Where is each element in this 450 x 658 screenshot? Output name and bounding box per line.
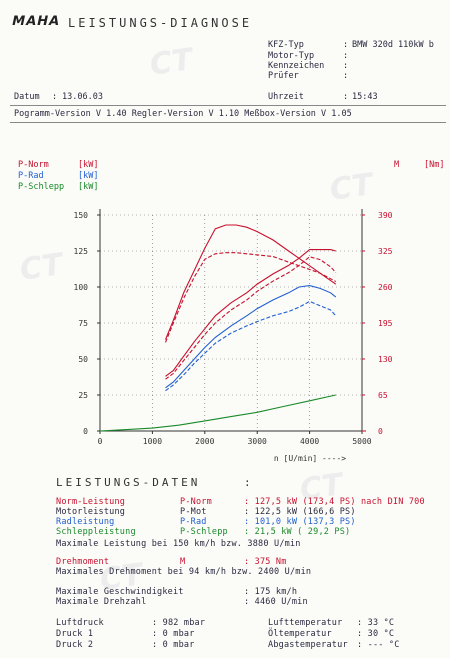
series-line-m-wiederholung [164,252,337,343]
legend-p-schlepp-unit: [kW] [78,182,99,192]
x-tick-label: 4000 [300,437,319,446]
version-line: Pogramm-Version V 1.40 Regler-Version V … [14,109,352,119]
data-row-key: P-Schlepp [180,527,228,537]
max-torque-line: Maximales Drehmoment bei 94 km/h bzw. 24… [56,567,312,577]
data-row-key: P-Norm [180,497,212,507]
y-left-tick-label: 50 [78,355,88,364]
druck2-value: : 0 mbar [152,640,195,650]
druck1-label: Druck 1 [56,629,94,639]
data-row-label: Radleistung [56,517,115,527]
torque-key: M [180,557,186,567]
kfz-typ-label: KFZ-Typ [268,40,304,50]
max-power-line: Maximale Leistung bei 150 km/h bzw. 3880… [56,539,301,549]
luftdruck-label: Luftdruck [56,618,104,628]
watermark-logo: CT [147,42,195,83]
y-right-tick-label: 390 [378,211,393,220]
torque-label: Drehmoment [56,557,110,567]
power-torque-chart: 0 1000 2000 3000 4000 5000 0 25 50 75 100 125 150 0 65… [74,209,393,463]
legend-p-rad: P-Rad [18,171,44,181]
abgastemp-label: Abgastemperatur [268,640,348,650]
data-row-label: Norm-Leistung [56,497,126,507]
legend-p-norm-unit: [kW] [78,160,99,170]
kennzeichen-label: Kennzeichen [268,61,325,71]
y-left-tick-label: 150 [74,211,89,220]
datum-label: Datum [14,92,40,102]
data-row-value: : 21,5 kW ( 29,2 PS) [244,527,351,537]
brand-logo: MAHA [10,14,62,29]
y-right-tick-label: 195 [378,319,393,328]
x-axis-label: n [U/min] ----> [274,454,346,463]
y-left-tick-label: 100 [74,283,89,292]
series-line-p-rad [165,285,337,389]
oeltemp-value: : 30 °C [357,629,395,639]
kfz-typ-colon: : [343,40,349,50]
x-tick-label: 5000 [352,437,371,446]
section-title-colon: : [244,476,254,489]
lufttemp-value: : 33 °C [357,618,395,628]
divider [10,122,446,123]
series-line-p-rad-wiederholung [165,300,337,392]
uhrzeit-colon: : [343,92,349,102]
y-right-tick-label: 260 [378,283,393,292]
series-line-p-norm [165,249,336,377]
data-row-value: : 101,0 kW (137,3 PS) [244,517,356,527]
series-line-m [164,224,337,340]
y-left-tick-label: 75 [78,319,88,328]
max-rpm-value: : 4460 U/min [244,597,308,607]
max-speed-label: Maximale Geschwindigkeit [56,587,184,597]
legend-p-rad-unit: [kW] [78,171,99,181]
x-tick-label: 2000 [195,437,214,446]
y-left-tick-label: 0 [83,427,88,436]
data-row-key: P-Mot [180,507,207,517]
abgastemp-value: : --- °C [357,640,400,650]
uhrzeit-value: 15:43 [352,92,378,102]
druck1-value: : 0 mbar [152,629,195,639]
kfz-typ-value: BMW 320d 110kW b [352,40,434,50]
luftdruck-value: : 982 mbar [152,618,206,628]
series-line-p-schlepp [99,394,336,432]
series-line-p-mot [165,256,337,380]
y-right-tick-label: 325 [378,247,393,256]
legend-torque: M [394,160,400,170]
datum-colon: : [52,92,58,102]
max-speed-value: : 175 km/h [244,587,298,597]
lufttemp-label: Lufttemperatur [268,618,343,628]
data-row-value: : 127,5 kW (173,4 PS) nach DIN 700 [244,497,425,507]
y-left-tick-label: 125 [74,247,89,256]
pruefer-colon: : [343,71,349,81]
motor-typ-colon: : [343,51,349,61]
y-right-tick-label: 0 [378,427,383,436]
page-title: LEISTUNGS-DIAGNOSE [68,16,253,30]
druck2-label: Druck 2 [56,640,94,650]
data-row-key: P-Rad [180,517,207,527]
kennzeichen-colon: : [343,61,349,71]
motor-typ-label: Motor-Typ [268,51,315,61]
y-right-tick-label: 65 [378,391,388,400]
legend-p-norm: P-Norm [18,160,49,170]
y-right-tick-label: 130 [378,355,393,364]
data-row-value: : 122,5 kW (166,6 PS) [244,507,356,517]
x-tick-label: 0 [98,437,103,446]
datum-value: 13.06.03 [62,92,103,102]
legend-p-schlepp: P-Schlepp [18,182,65,192]
divider [10,105,446,106]
legend-torque-unit: [Nm] [424,160,445,170]
x-tick-label: 1000 [143,437,162,446]
oeltemp-label: Öltemperatur [268,629,332,639]
section-title: LEISTUNGS-DATEN [56,476,201,489]
y-left-tick-label: 25 [78,391,88,400]
max-rpm-label: Maximale Drehzahl [56,597,147,607]
pruefer-label: Prüfer [268,71,299,81]
uhrzeit-label: Uhrzeit [268,92,304,102]
x-tick-label: 3000 [248,437,267,446]
data-row-label: Schleppleistung [56,527,136,537]
torque-value: : 375 Nm [244,557,287,567]
data-row-label: Motorleistung [56,507,126,517]
